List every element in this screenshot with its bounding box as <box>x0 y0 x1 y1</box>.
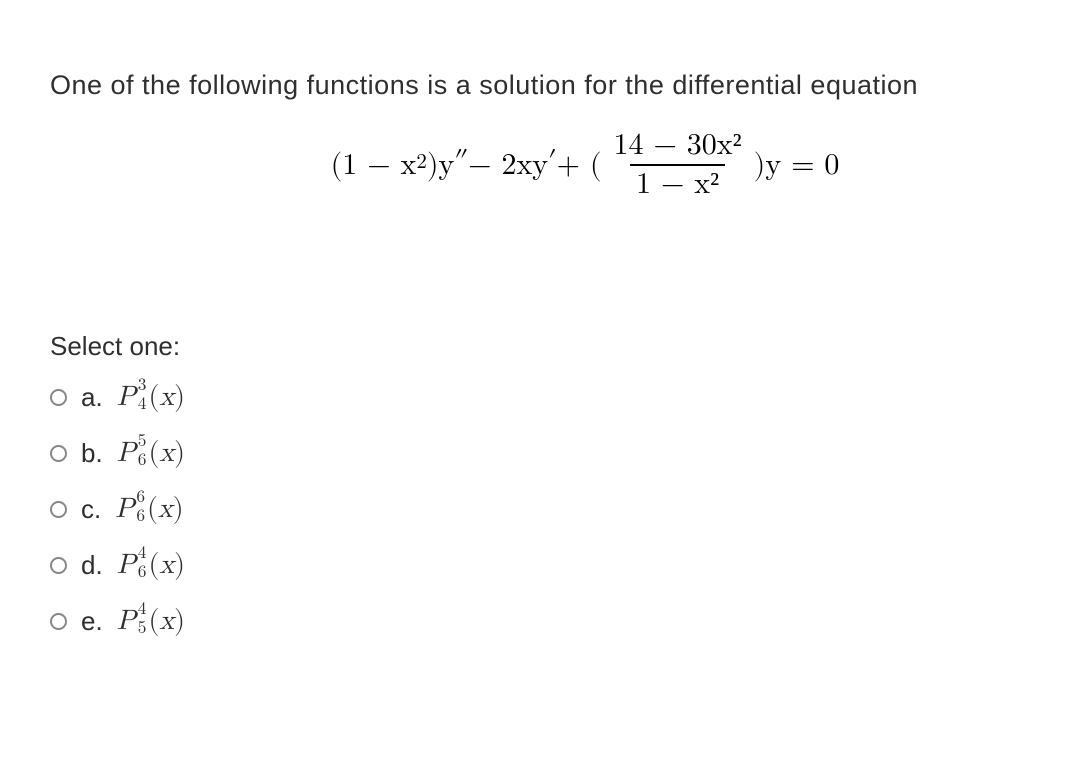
radio-icon[interactable] <box>50 389 67 406</box>
option-letter: c. <box>81 494 101 525</box>
eq-y-double-prime: ″ <box>454 146 468 178</box>
option-a[interactable]: a. P34(x) <box>50 380 1030 414</box>
option-math: P46(x) <box>117 548 185 582</box>
option-math: P66(x) <box>115 492 183 526</box>
eq-denominator: 1 − x² <box>630 164 725 201</box>
radio-icon[interactable] <box>50 501 67 518</box>
option-b[interactable]: b. P56(x) <box>50 436 1030 470</box>
option-math: P56(x) <box>117 436 185 470</box>
eq-part-2: )y <box>427 147 455 183</box>
option-c[interactable]: c. P66(x) <box>50 492 1030 526</box>
eq-minus-2xy: − 2xy <box>468 147 548 183</box>
option-letter: e. <box>81 606 103 637</box>
radio-icon[interactable] <box>50 613 67 630</box>
radio-icon[interactable] <box>50 445 67 462</box>
eq-x-squared-1: 2 <box>416 150 427 175</box>
eq-part-1: (1 − x <box>331 147 417 183</box>
option-d[interactable]: d. P46(x) <box>50 548 1030 582</box>
question-page: One of the following functions is a solu… <box>0 0 1080 678</box>
question-text: One of the following functions is a solu… <box>50 70 1030 101</box>
options-list: a. P34(x) b. P56(x) c. P66(x) d. P46(x) <box>50 380 1030 638</box>
eq-fraction: 14 − 30x² 1 − x² <box>608 129 748 201</box>
option-math: P45(x) <box>117 604 185 638</box>
eq-y-prime: ′ <box>548 146 556 178</box>
eq-numerator: 14 − 30x² <box>608 129 748 164</box>
option-e[interactable]: e. P45(x) <box>50 604 1030 638</box>
differential-equation: (1 − x2)y″ − 2xy′ + ( 14 − 30x² 1 − x² )… <box>140 129 1030 201</box>
eq-close: )y = 0 <box>754 147 840 183</box>
eq-plus-open: + ( <box>557 147 602 183</box>
option-math: P34(x) <box>117 380 185 414</box>
select-one-label: Select one: <box>50 331 1030 362</box>
option-letter: a. <box>81 382 103 413</box>
option-letter: d. <box>81 550 103 581</box>
radio-icon[interactable] <box>50 557 67 574</box>
option-letter: b. <box>81 438 103 469</box>
